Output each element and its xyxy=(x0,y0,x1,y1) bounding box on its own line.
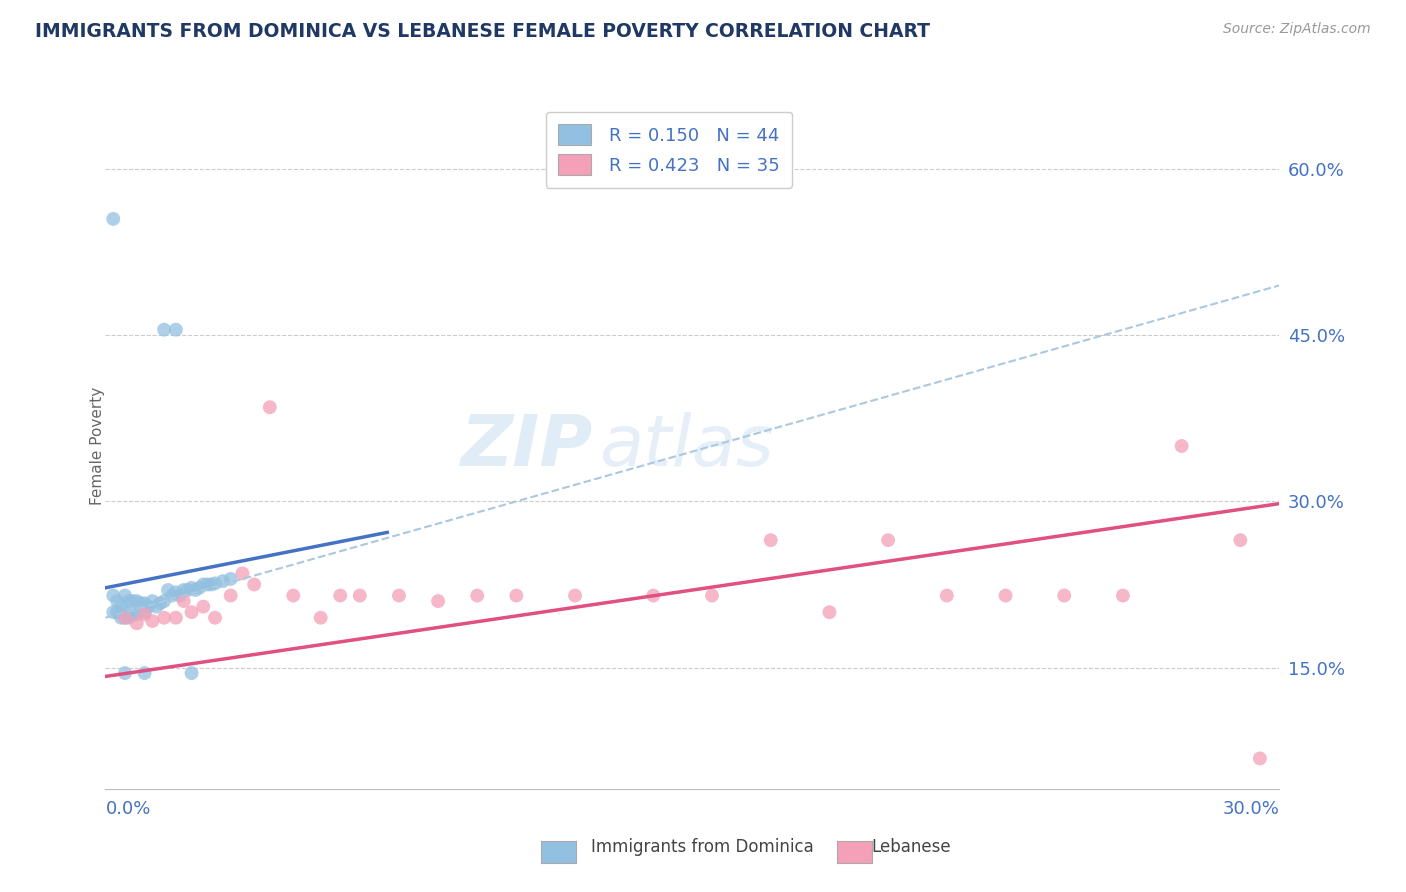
Point xyxy=(877,533,900,548)
Point xyxy=(114,666,136,681)
Point xyxy=(700,589,723,603)
Y-axis label: Female Poverty: Female Poverty xyxy=(90,387,104,505)
Point xyxy=(259,401,281,415)
Point xyxy=(138,599,160,614)
Point xyxy=(134,607,156,622)
Point xyxy=(118,610,141,624)
Point xyxy=(145,599,167,614)
Point xyxy=(759,533,782,548)
Point xyxy=(118,594,141,608)
Point xyxy=(349,589,371,603)
Point xyxy=(219,572,242,586)
Point xyxy=(134,666,156,681)
Point xyxy=(121,607,143,622)
Point xyxy=(103,211,125,226)
Text: 0.0%: 0.0% xyxy=(105,799,150,817)
Point xyxy=(180,581,202,595)
Point xyxy=(204,610,226,624)
Point xyxy=(176,582,198,597)
Point xyxy=(211,574,233,589)
Point xyxy=(195,577,218,591)
Point xyxy=(134,596,156,610)
Point xyxy=(564,589,586,603)
Point xyxy=(193,577,215,591)
Point xyxy=(219,589,242,603)
Point xyxy=(114,589,136,603)
Point xyxy=(193,599,215,614)
Point xyxy=(134,605,156,619)
Point xyxy=(505,589,527,603)
Point xyxy=(231,566,253,581)
Point xyxy=(165,610,187,624)
Point xyxy=(329,589,352,603)
Point xyxy=(125,607,148,622)
Point xyxy=(160,589,183,603)
Point xyxy=(818,605,841,619)
Text: atlas: atlas xyxy=(599,411,773,481)
Point xyxy=(200,577,222,591)
Text: Immigrants from Dominica: Immigrants from Dominica xyxy=(591,838,813,855)
Point xyxy=(103,605,125,619)
Point xyxy=(283,589,305,603)
Point xyxy=(129,596,152,610)
Point xyxy=(110,610,132,624)
Point xyxy=(153,323,176,337)
Point xyxy=(153,594,176,608)
Point xyxy=(180,666,202,681)
Point xyxy=(153,610,176,624)
Point xyxy=(204,576,226,591)
Point xyxy=(114,605,136,619)
Point xyxy=(184,582,207,597)
Point xyxy=(180,605,202,619)
Point xyxy=(165,323,187,337)
Text: Lebanese: Lebanese xyxy=(872,838,952,855)
Point xyxy=(1112,589,1135,603)
Point xyxy=(141,594,163,608)
Point xyxy=(427,594,450,608)
Point xyxy=(157,582,180,597)
Point xyxy=(114,610,136,624)
Point xyxy=(173,594,195,608)
Point xyxy=(1053,589,1076,603)
Point xyxy=(121,594,143,608)
Point xyxy=(243,577,266,591)
Point xyxy=(994,589,1017,603)
Point xyxy=(110,599,132,614)
Point xyxy=(105,594,128,608)
Point xyxy=(105,605,128,619)
Point xyxy=(173,582,195,597)
Text: 30.0%: 30.0% xyxy=(1223,799,1279,817)
Point xyxy=(309,610,332,624)
Point xyxy=(1249,751,1271,765)
Point xyxy=(103,589,125,603)
Point xyxy=(1229,533,1251,548)
Point xyxy=(388,589,411,603)
Point xyxy=(125,594,148,608)
Point xyxy=(114,610,136,624)
Text: Source: ZipAtlas.com: Source: ZipAtlas.com xyxy=(1223,22,1371,37)
Legend: R = 0.150   N = 44, R = 0.423   N = 35: R = 0.150 N = 44, R = 0.423 N = 35 xyxy=(546,112,792,187)
Point xyxy=(643,589,665,603)
Point xyxy=(465,589,488,603)
Text: ZIP: ZIP xyxy=(460,411,593,481)
Point xyxy=(125,616,148,631)
Point xyxy=(169,589,191,603)
Point xyxy=(141,614,163,628)
Point xyxy=(1170,439,1192,453)
Point xyxy=(188,581,211,595)
Point xyxy=(149,596,172,610)
Text: IMMIGRANTS FROM DOMINICA VS LEBANESE FEMALE POVERTY CORRELATION CHART: IMMIGRANTS FROM DOMINICA VS LEBANESE FEM… xyxy=(35,22,931,41)
Point xyxy=(165,585,187,599)
Point xyxy=(935,589,957,603)
